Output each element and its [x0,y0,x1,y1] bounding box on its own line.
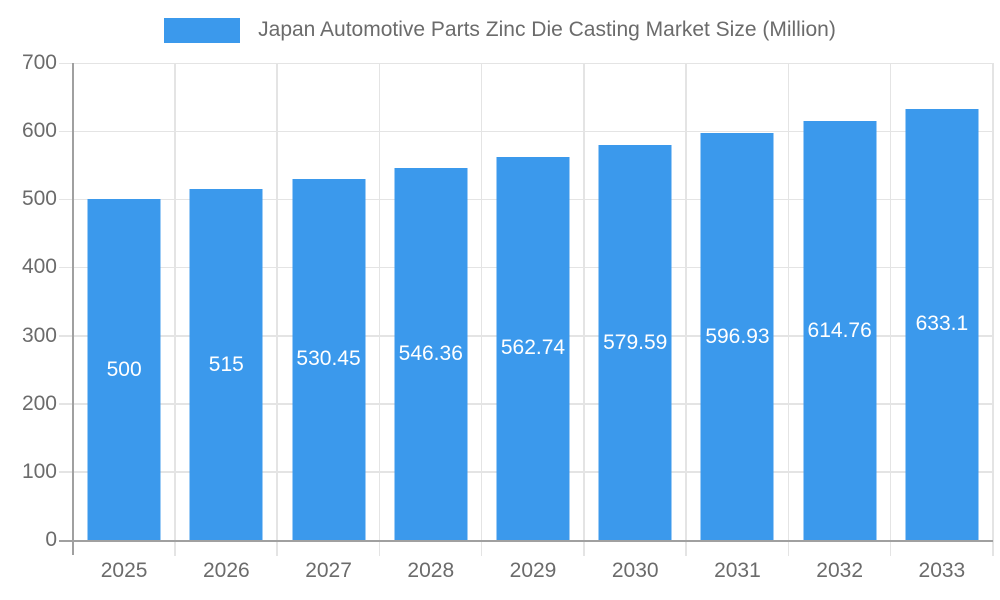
y-axis-tick [59,62,73,64]
x-axis-label: 2032 [816,559,864,582]
bar-value-label: 546.36 [398,341,463,365]
bar[interactable]: 500 [87,199,161,540]
h-gridline [73,62,993,64]
x-axis-label: 2028 [407,559,455,582]
bar[interactable]: 562.74 [496,156,570,540]
bar[interactable]: 614.76 [803,121,877,540]
y-axis-label: 200 [21,391,57,415]
x-axis-label: 2029 [509,559,557,582]
x-axis-tick [992,540,994,556]
y-axis-tick [59,471,73,473]
x-axis-tick [174,540,176,556]
bar-value-label: 633.1 [915,312,969,336]
bar[interactable]: 633.1 [905,108,979,540]
x-axis-label: 2031 [714,559,761,582]
bar-value-label: 530.45 [296,347,361,371]
bar[interactable]: 579.59 [598,145,672,540]
bar-value-label: 596.93 [705,324,770,348]
x-axis-tick [378,540,381,556]
y-axis-label: 600 [21,119,57,143]
x-axis-label: 2027 [305,559,352,582]
bar-value-label: 579.59 [603,330,668,354]
x-axis-tick [685,540,687,556]
y-axis-label: 400 [21,255,57,279]
y-axis-tick [59,266,73,269]
x-axis-label: 2033 [918,559,966,582]
legend-swatch-icon[interactable] [164,17,241,43]
v-gridline [174,63,176,540]
y-axis-label: 300 [21,323,57,347]
y-axis-tick [59,198,73,201]
y-axis-line [72,63,74,555]
x-axis-label: 2025 [100,559,148,582]
bar[interactable]: 546.36 [394,167,468,540]
bar-value-label: 614.76 [807,318,872,342]
x-axis-label: 2030 [611,559,659,582]
v-gridline [685,63,687,540]
bar[interactable]: 596.93 [700,133,774,540]
v-gridline [276,63,278,540]
y-axis-tick [59,130,73,133]
v-gridline [583,63,585,540]
bar-value-label: 515 [208,352,244,376]
legend-label[interactable]: Japan Automotive Parts Zinc Die Casting … [258,18,836,41]
x-axis-tick [889,540,892,556]
y-axis-label: 700 [21,51,57,74]
bar-value-label: 562.74 [500,336,566,360]
y-axis-label: 500 [21,187,57,211]
v-gridline [889,63,892,540]
bar[interactable]: 530.45 [292,178,366,540]
y-axis-label: 0 [45,528,57,551]
x-axis-label: 2026 [202,559,250,582]
legend[interactable]: Japan Automotive Parts Zinc Die Casting … [0,15,1000,45]
bar[interactable]: 515 [189,189,263,540]
v-gridline [378,63,381,540]
x-axis-tick [583,540,585,556]
y-axis-tick [59,403,73,405]
v-gridline [787,63,790,540]
h-gridline [73,130,993,133]
x-axis-tick [276,540,278,556]
y-axis-tick [59,335,73,337]
v-gridline [992,63,994,540]
x-axis-tick [480,540,483,556]
bar-value-label: 500 [106,357,142,381]
y-axis-label: 100 [21,459,57,483]
x-axis-line [59,540,993,542]
x-axis-tick [787,540,790,556]
v-gridline [480,63,483,540]
plot-area: 500 515 530.45 546.36 562.74 579.59 596.93 614.… [22,52,994,582]
